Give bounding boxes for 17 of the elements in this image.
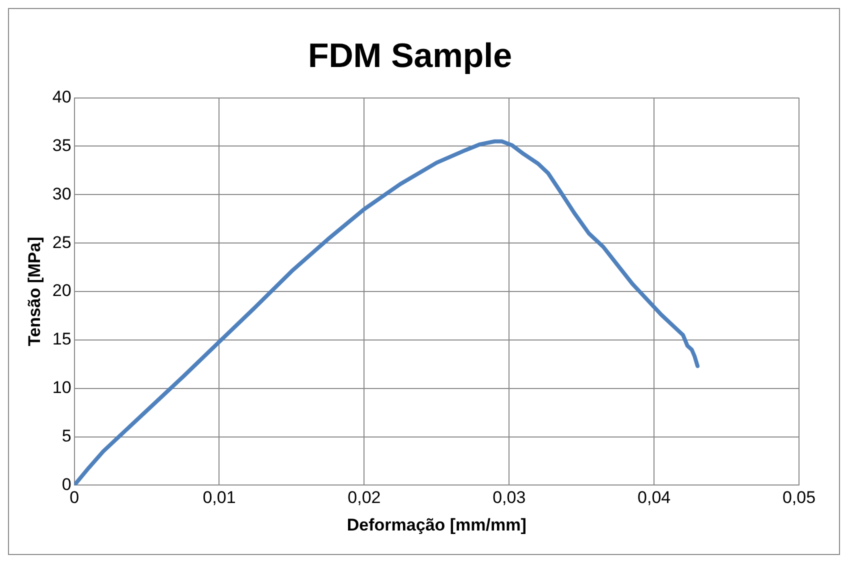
y-tick-label: 15 bbox=[52, 330, 72, 349]
y-tick-label: 20 bbox=[52, 281, 72, 300]
x-tick-label: 0,04 bbox=[638, 488, 671, 508]
y-tick-label: 10 bbox=[52, 378, 72, 398]
x-axis-title: Deformação [mm/mm] bbox=[346, 515, 526, 534]
y-axis-title: Tensão [MPa] bbox=[24, 236, 44, 346]
x-tick-label: 0,03 bbox=[492, 488, 526, 508]
y-tick-label: 30 bbox=[52, 184, 72, 204]
x-tick-label: 0,01 bbox=[202, 488, 236, 508]
y-tick-label: 35 bbox=[52, 136, 72, 155]
y-tick-label: 0 bbox=[62, 474, 72, 494]
y-tick-label: 5 bbox=[62, 426, 72, 446]
x-tick-label: 0,02 bbox=[348, 488, 381, 508]
y-tick-label: 25 bbox=[52, 232, 72, 252]
y-tick-label: 40 bbox=[52, 87, 72, 106]
chart-title: FDM Sample bbox=[308, 36, 512, 75]
x-tick-label: 0,05 bbox=[782, 488, 816, 508]
